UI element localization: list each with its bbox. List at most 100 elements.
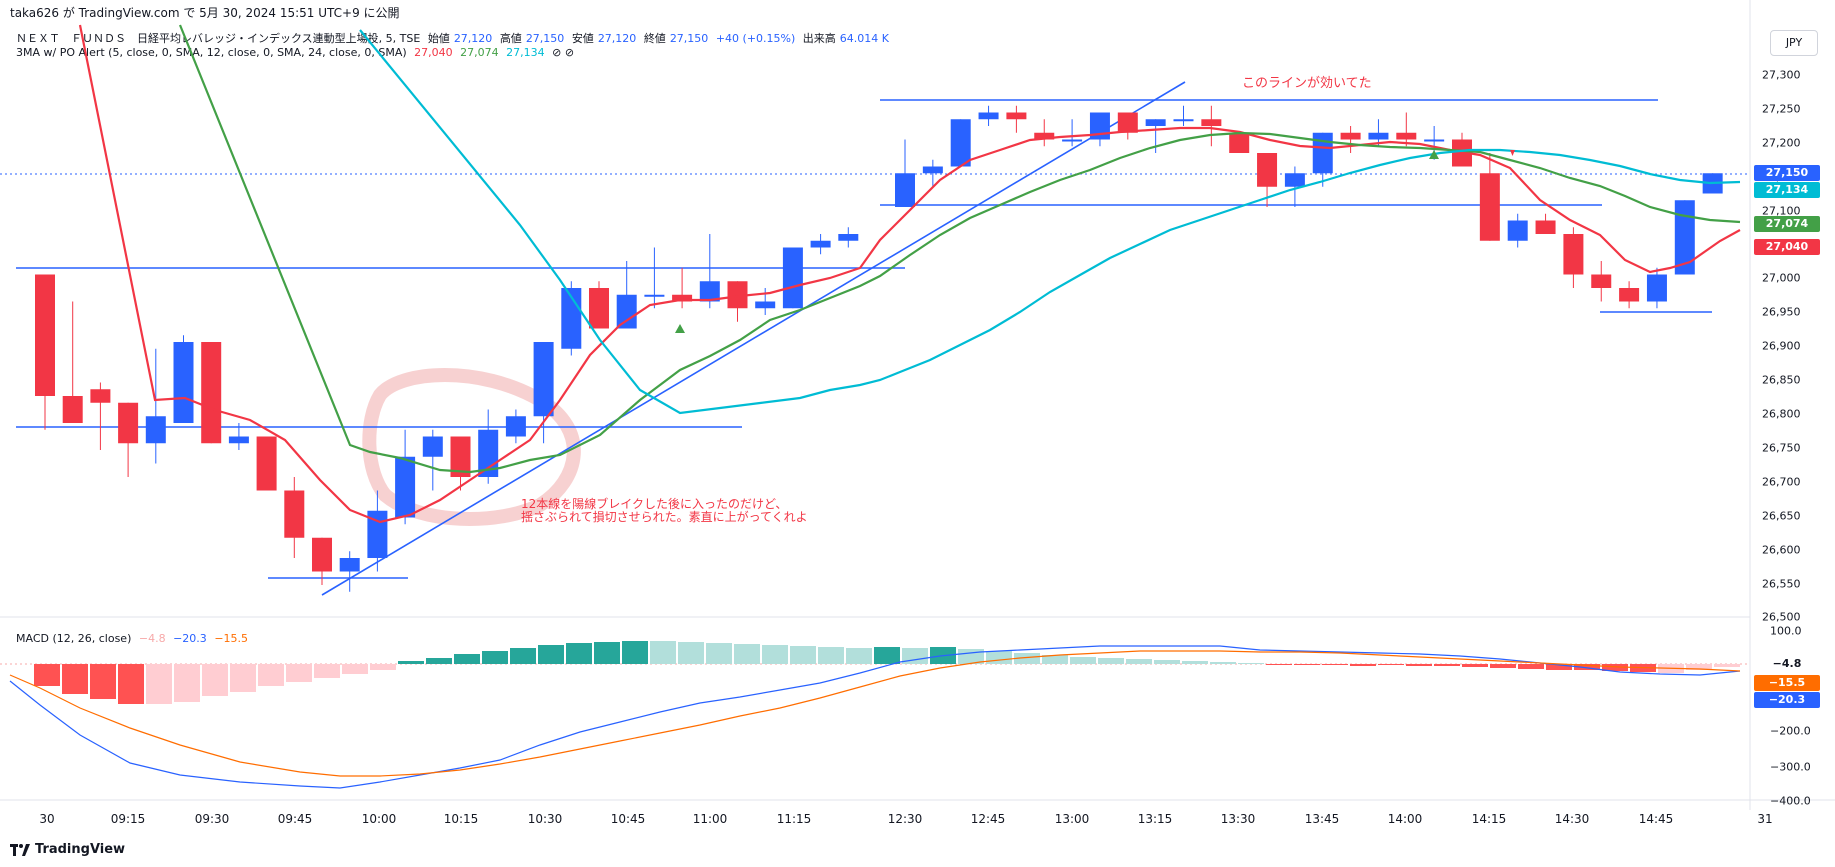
time-tick-label: 13:00 (1054, 812, 1090, 826)
ma-legend[interactable]: 3MA w/ PO Alert (5, close, 0, SMA, 12, c… (16, 46, 578, 59)
candle-body[interactable] (228, 436, 249, 444)
close-value: 27,150 (669, 32, 709, 45)
candle-body[interactable] (339, 558, 360, 572)
macd-line-tag: −20.3 (1754, 692, 1820, 708)
candle-body[interactable] (1424, 139, 1445, 142)
candle-body[interactable] (90, 389, 111, 403)
candle-body[interactable] (145, 416, 166, 444)
candle-body[interactable] (1117, 112, 1138, 133)
candle-body[interactable] (256, 436, 277, 491)
candle-body[interactable] (1646, 274, 1667, 302)
macd-histogram-bar (1378, 664, 1404, 665)
macd-histogram-bar (902, 648, 928, 664)
macd-histogram-bar (342, 664, 368, 674)
footer-brand[interactable]: TradingView (10, 842, 125, 857)
candles (35, 105, 1723, 592)
macd-tick-label: −400.0 (1770, 794, 1811, 808)
macd-histogram-bar (1434, 664, 1460, 666)
low-label: 安値 (571, 32, 594, 45)
time-tick-label: 10:30 (527, 812, 563, 826)
macd-histogram-bar (34, 664, 60, 686)
candle-body[interactable] (978, 112, 999, 120)
time-tick-label: 11:15 (776, 812, 812, 826)
candle-body[interactable] (35, 274, 55, 397)
candle-body[interactable] (1034, 132, 1055, 140)
price-tick-label: 26,500 (1762, 610, 1801, 624)
candle-body[interactable] (312, 537, 332, 572)
candle-body[interactable] (1257, 153, 1278, 187)
price-tick-label: 26,650 (1762, 509, 1801, 523)
candle-body[interactable] (895, 173, 915, 207)
candle-body[interactable] (782, 247, 803, 309)
time-tick-label: 10:15 (443, 812, 479, 826)
macd-histogram-bar (1098, 658, 1124, 664)
macd-histogram-bar (1546, 664, 1572, 670)
candle-body[interactable] (201, 342, 222, 444)
candle-body[interactable] (922, 166, 943, 174)
macd-histogram-bar (1714, 664, 1740, 667)
candle-body[interactable] (1006, 112, 1027, 120)
candle-body[interactable] (173, 342, 194, 423)
candle-body[interactable] (1535, 220, 1556, 235)
buy-signal-marker (675, 324, 685, 333)
candle-body[interactable] (1229, 132, 1250, 153)
candle-body[interactable] (395, 456, 416, 518)
candle-body[interactable] (62, 396, 83, 423)
candle-body[interactable] (1201, 119, 1222, 126)
candle-body[interactable] (1619, 288, 1640, 302)
candle-body[interactable] (422, 436, 443, 457)
candle-body[interactable] (450, 436, 471, 478)
macd-histogram-bar (846, 648, 872, 664)
candle-body[interactable] (1173, 119, 1194, 122)
candle-body[interactable] (1062, 139, 1083, 142)
candle-body[interactable] (118, 402, 139, 444)
candle-body[interactable] (1563, 234, 1584, 275)
candle-body[interactable] (505, 416, 526, 437)
candle-body[interactable] (1340, 132, 1361, 140)
candle-body[interactable] (838, 234, 859, 241)
macd-histogram-bar (622, 641, 648, 664)
time-tick-label: 10:00 (361, 812, 397, 826)
currency-button[interactable]: JPY (1770, 30, 1818, 56)
price-tick-label: 26,600 (1762, 543, 1801, 557)
candle-body[interactable] (699, 281, 720, 302)
candle-body[interactable] (1479, 173, 1500, 241)
candle-body[interactable] (672, 294, 693, 302)
publish-caption: taka626 が TradingView.com で 5月 30, 2024 … (10, 6, 400, 20)
candle-body[interactable] (810, 240, 831, 248)
candle-body[interactable] (284, 490, 305, 538)
close-label: 終値 (643, 32, 666, 45)
candle-body[interactable] (533, 342, 554, 417)
macd-legend[interactable]: MACD (12, 26, close) −4.8 −20.3 −15.5 (16, 632, 252, 645)
macd-histogram-bar (566, 643, 592, 664)
macd-hist-value: −4.8 (138, 632, 166, 645)
macd-histogram-bar (1462, 664, 1488, 667)
macd-histogram-bar (594, 642, 620, 664)
high-label: 高値 (499, 32, 522, 45)
candle-body[interactable] (1396, 132, 1417, 140)
price-tick-label: 26,900 (1762, 339, 1801, 353)
candle-body[interactable] (1674, 200, 1695, 275)
candle-body[interactable] (755, 301, 776, 309)
candle-body[interactable] (727, 281, 748, 309)
candle-body[interactable] (616, 294, 637, 329)
candle-body[interactable] (1507, 220, 1528, 241)
macd-histogram-bar (510, 648, 536, 664)
candle-body[interactable] (1591, 274, 1612, 289)
macd-histogram-bar (146, 664, 172, 704)
visibility-icons[interactable]: ⊘ ⊘ (552, 46, 575, 59)
time-tick-label: 09:30 (194, 812, 230, 826)
candle-body[interactable] (1368, 132, 1389, 140)
candle-body[interactable] (1284, 173, 1305, 187)
price-tick-label: 27,200 (1762, 136, 1801, 150)
macd-histogram-bar (762, 645, 788, 664)
candle-body[interactable] (1312, 132, 1333, 174)
candle-body[interactable] (950, 119, 971, 167)
candle-body[interactable] (589, 288, 609, 329)
candle-body[interactable] (644, 294, 665, 297)
price-tick-label: 27,300 (1762, 68, 1801, 82)
candle-body[interactable] (1145, 119, 1166, 126)
symbol-legend: ＮＥＸＴ ＦＵＮＤＳ 日経平均レバレッジ・インデックス連動型上場投, 5, TS… (16, 30, 893, 46)
last-price-tag: 27,150 (1754, 165, 1820, 181)
